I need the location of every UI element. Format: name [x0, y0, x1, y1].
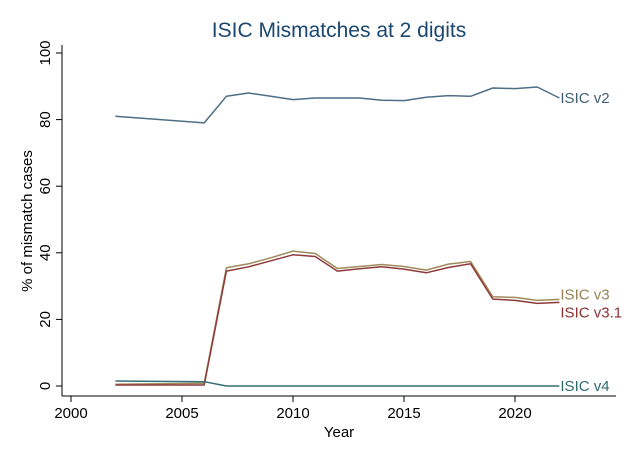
- y-axis-label: % of mismatch cases: [19, 150, 36, 292]
- x-axis-ticks: 2000 2005 2010 2015 2020: [54, 396, 532, 422]
- y-tick-label: 40: [37, 244, 54, 261]
- series-line-isic-v3: [115, 250, 560, 386]
- x-tick-label: 2000: [54, 405, 87, 422]
- x-tick-label: 2005: [165, 405, 198, 422]
- y-tick-label: 100: [37, 40, 54, 65]
- y-tick-label: 0: [37, 382, 54, 390]
- series-label-isic-v2: ISIC v2: [560, 90, 609, 107]
- series-label-isic-v3: ISIC v3: [560, 286, 609, 303]
- chart-title: ISIC Mismatches at 2 digits: [212, 19, 466, 42]
- y-tick-label: 20: [37, 311, 54, 328]
- y-axis-ticks: 0 20 40 60 80 100: [37, 40, 62, 390]
- x-tick-label: 2020: [498, 405, 531, 422]
- y-tick-label: 60: [37, 178, 54, 195]
- series-label-isic-v3-1: ISIC v3.1: [560, 304, 622, 321]
- series-line-isic-v4: [115, 380, 560, 387]
- series-line-isic-v3-1: [115, 254, 560, 386]
- x-axis-label: Year: [324, 424, 354, 441]
- x-tick-label: 2015: [387, 405, 420, 422]
- series-line-isic-v2: [115, 86, 560, 124]
- series-lines: [115, 86, 560, 387]
- x-tick-label: 2010: [276, 405, 309, 422]
- y-tick-label: 80: [37, 111, 54, 128]
- series-label-isic-v4: ISIC v4: [560, 378, 609, 395]
